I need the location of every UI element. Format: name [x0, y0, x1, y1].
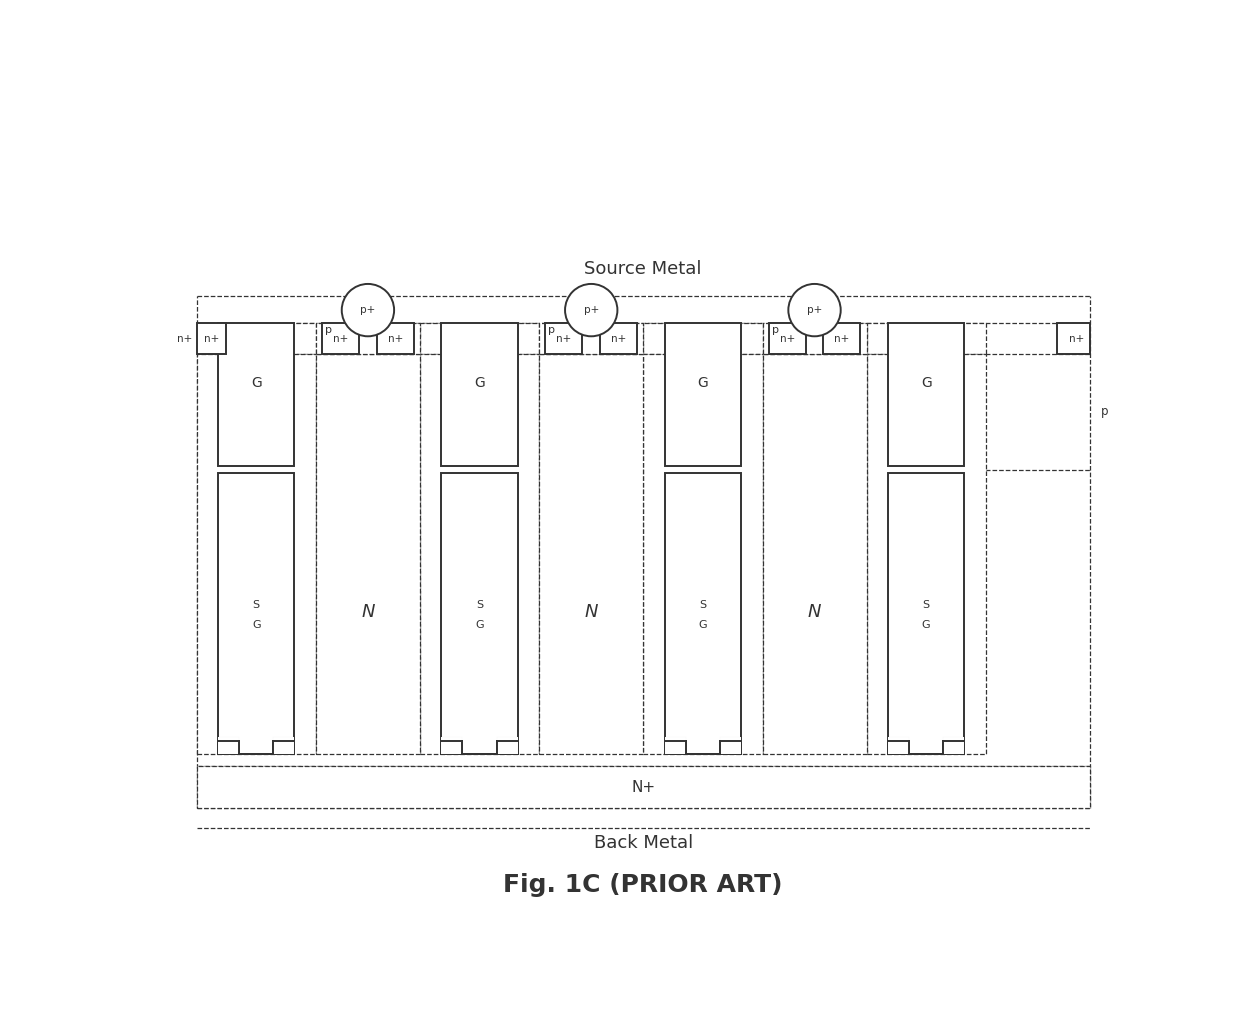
Text: G: G	[698, 620, 707, 630]
Bar	[867, 323, 986, 354]
Bar	[497, 737, 517, 754]
Bar	[197, 323, 316, 354]
Bar	[197, 766, 1090, 809]
Text: S: S	[253, 600, 260, 610]
Bar	[218, 323, 294, 465]
Text: N: N	[361, 603, 374, 621]
Bar	[600, 323, 637, 354]
Bar	[377, 323, 414, 354]
Bar	[944, 737, 965, 754]
Bar	[441, 737, 463, 754]
Bar	[644, 354, 763, 754]
Text: G: G	[250, 376, 262, 390]
Bar	[322, 323, 360, 354]
Text: n+: n+	[203, 333, 218, 343]
Bar	[546, 323, 583, 354]
Text: Fig. 1C (PRIOR ART): Fig. 1C (PRIOR ART)	[503, 873, 782, 897]
Bar	[420, 354, 539, 754]
Text: n+: n+	[1069, 333, 1085, 343]
Bar	[441, 474, 517, 754]
Bar	[720, 737, 742, 754]
Bar	[665, 474, 742, 754]
Text: n+: n+	[835, 333, 849, 343]
Circle shape	[789, 284, 841, 336]
Bar	[539, 354, 644, 754]
Bar	[578, 296, 605, 327]
Bar	[274, 737, 294, 754]
Bar	[218, 474, 294, 754]
Bar	[644, 323, 763, 354]
Bar	[218, 737, 239, 754]
Text: n+: n+	[334, 333, 348, 343]
Bar	[720, 740, 742, 754]
Bar	[888, 737, 909, 754]
Text: p: p	[771, 325, 779, 335]
Bar	[420, 323, 539, 354]
Bar	[316, 354, 420, 754]
Bar	[888, 740, 909, 754]
Bar	[441, 323, 517, 465]
Text: Back Metal: Back Metal	[594, 834, 693, 852]
Text: S: S	[476, 600, 484, 610]
Bar	[867, 354, 986, 754]
Text: n+: n+	[388, 333, 403, 343]
Bar	[197, 323, 226, 354]
Text: n+: n+	[557, 333, 572, 343]
Text: N: N	[807, 603, 821, 621]
Text: S: S	[923, 600, 930, 610]
Bar	[769, 323, 806, 354]
Bar	[274, 740, 294, 754]
Bar	[665, 323, 742, 465]
Text: n+: n+	[780, 333, 795, 343]
Text: Source Metal: Source Metal	[584, 260, 702, 279]
Text: n+: n+	[611, 333, 626, 343]
Bar	[1056, 323, 1090, 354]
Bar	[218, 740, 239, 754]
Bar	[539, 323, 644, 354]
Bar	[665, 740, 686, 754]
Text: N+: N+	[631, 780, 655, 794]
Text: G: G	[475, 620, 484, 630]
Text: G: G	[921, 376, 931, 390]
Text: p+: p+	[807, 305, 822, 315]
Bar	[763, 323, 867, 354]
Bar	[497, 740, 517, 754]
Text: G: G	[697, 376, 708, 390]
Text: p+: p+	[361, 305, 376, 315]
Bar	[888, 474, 965, 754]
Text: n+: n+	[177, 333, 192, 343]
Text: p: p	[325, 325, 332, 335]
Bar	[441, 740, 463, 754]
Circle shape	[342, 284, 394, 336]
Bar	[355, 296, 382, 327]
Text: G: G	[474, 376, 485, 390]
Bar	[944, 740, 965, 754]
Bar	[197, 354, 316, 754]
Bar	[665, 737, 686, 754]
Bar	[316, 323, 420, 354]
Text: p: p	[1101, 405, 1109, 418]
Text: N: N	[584, 603, 598, 621]
Bar	[888, 323, 965, 465]
Text: p: p	[548, 325, 556, 335]
Text: G: G	[252, 620, 260, 630]
Bar	[763, 354, 867, 754]
Text: G: G	[921, 620, 930, 630]
Text: p+: p+	[584, 305, 599, 315]
Text: S: S	[699, 600, 707, 610]
Bar	[801, 296, 828, 327]
Bar	[823, 323, 861, 354]
Circle shape	[565, 284, 618, 336]
